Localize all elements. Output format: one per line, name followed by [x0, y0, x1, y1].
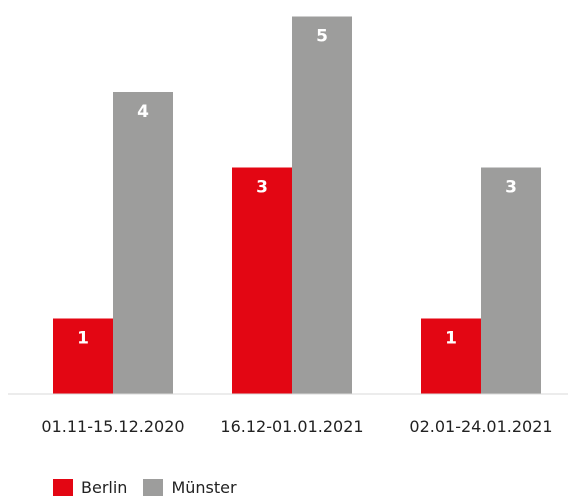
- bar-munster-2: [292, 16, 352, 394]
- legend: Berlin Münster: [53, 478, 253, 497]
- x-tick-labels-group: 01.11-15.12.2020 16.12-01.01.2021 02.01-24…: [41, 417, 552, 436]
- data-label-munster-3: 3: [505, 178, 517, 198]
- bar-berlin-3: [421, 318, 481, 394]
- bar-munster-3: [481, 167, 541, 394]
- legend-swatch-munster: [143, 479, 164, 496]
- data-label-berlin-1: 1: [77, 329, 89, 349]
- legend-label-munster: Münster: [171, 478, 237, 497]
- bar-berlin-1: [53, 318, 113, 394]
- x-tick-label-2: 16.12-01.01.2021: [220, 417, 363, 436]
- bar-labels-group: 1 4 3 5 1 3: [77, 27, 517, 349]
- x-tick-label-3: 02.01-24.01.2021: [409, 417, 552, 436]
- legend-label-berlin: Berlin: [81, 478, 128, 497]
- legend-item-munster: Münster: [143, 478, 237, 497]
- data-label-berlin-3: 1: [445, 329, 457, 349]
- legend-item-berlin: Berlin: [53, 478, 127, 497]
- bar-munster-1: [113, 92, 173, 394]
- data-label-munster-2: 5: [316, 27, 328, 47]
- data-label-munster-1: 4: [137, 102, 149, 122]
- x-tick-label-1: 01.11-15.12.2020: [41, 417, 184, 436]
- bars-group: [53, 16, 541, 394]
- data-label-berlin-2: 3: [256, 178, 268, 198]
- bar-berlin-2: [232, 167, 292, 394]
- legend-swatch-berlin: [53, 479, 73, 496]
